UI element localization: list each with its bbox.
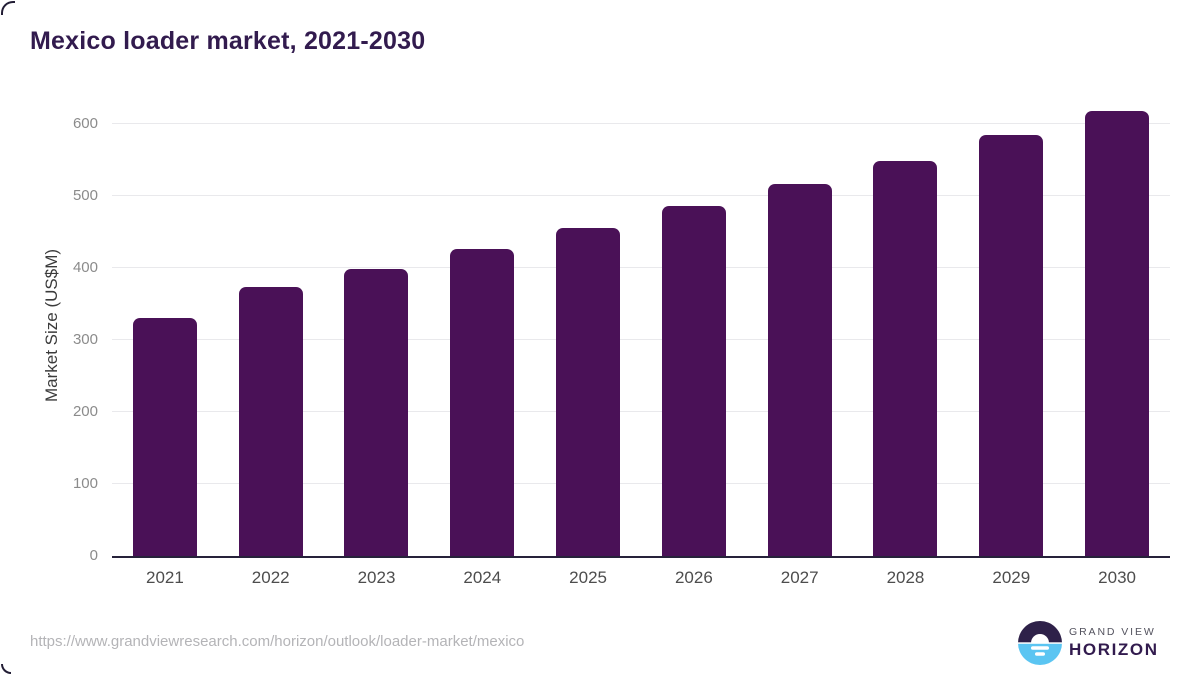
gridline-600 xyxy=(112,122,1170,124)
y-tick-label-500: 500 xyxy=(72,186,98,204)
x-tick-label-2022: 2022 xyxy=(251,568,290,587)
bar-2027[interactable] xyxy=(767,184,832,556)
x-tick-label-2025: 2025 xyxy=(569,568,607,587)
x-tick-label-2021: 2021 xyxy=(145,568,184,587)
bar-2023[interactable] xyxy=(344,268,409,556)
bar-slot-2023 xyxy=(324,94,430,556)
chart-title: Mexico loader market, 2021-2030 xyxy=(30,27,426,55)
x-tick-label-2029: 2029 xyxy=(992,568,1031,587)
y-tick-label-300: 300 xyxy=(72,330,98,348)
bar-2029[interactable] xyxy=(979,135,1044,556)
bar-2028[interactable] xyxy=(873,160,938,556)
bar-2030[interactable] xyxy=(1085,111,1150,556)
bar-slot-2027 xyxy=(747,94,853,556)
y-tick-label-200: 200 xyxy=(72,403,98,420)
bars-container xyxy=(112,94,1170,556)
bar-slot-2024 xyxy=(429,94,535,556)
frame-corner-bottom-left xyxy=(1,664,11,674)
x-tick-label-2030: 2030 xyxy=(1098,568,1136,587)
y-tick-label-0: 0 xyxy=(89,547,98,564)
x-tick-labels: 2021 2022 2023 2024 2025 2026 2027 2028 2029 2030 xyxy=(112,568,1170,588)
gridline-200 xyxy=(112,411,1170,412)
horizon-logo-icon xyxy=(1018,621,1062,665)
logo-text-horizon: HORIZON xyxy=(1069,640,1159,659)
brand-logo[interactable]: GRAND VIEW HORIZON xyxy=(1018,621,1159,665)
logo-text-grand-view: GRAND VIEW xyxy=(1069,626,1156,638)
bar-slot-2030 xyxy=(1064,94,1170,556)
x-axis-line xyxy=(112,556,1170,558)
bar-slot-2022 xyxy=(218,94,324,556)
plot-area: Market Size (US$M) 0 100 200 300 400 500 600 2… xyxy=(42,94,1170,587)
x-tick-label-2028: 2028 xyxy=(886,568,925,587)
x-tick-label-2023: 2023 xyxy=(357,568,396,587)
bar-2022[interactable] xyxy=(238,286,303,556)
x-tick-label-2024: 2024 xyxy=(463,568,502,587)
gridline-400 xyxy=(112,266,1170,268)
bar-2024[interactable] xyxy=(450,249,515,556)
x-tick-label-2026: 2026 xyxy=(674,568,713,587)
brand-logo-text: GRAND VIEW HORIZON xyxy=(1069,626,1159,660)
gridline-100 xyxy=(112,483,1170,484)
frame-corner-top-left xyxy=(1,1,15,15)
y-tick-label-100: 100 xyxy=(72,475,98,492)
y-tick-label-600: 600 xyxy=(72,114,98,132)
bar-2021[interactable] xyxy=(132,318,197,556)
y-tick-label-400: 400 xyxy=(72,258,98,276)
x-tick-label-2027: 2027 xyxy=(780,568,819,587)
bar-slot-2021 xyxy=(112,94,218,556)
gridline-500 xyxy=(112,194,1170,196)
bar-2025[interactable] xyxy=(556,227,621,556)
source-url: https://www.grandviewresearch.com/horizo… xyxy=(30,633,525,650)
bar-2026[interactable] xyxy=(661,206,726,556)
bar-slot-2026 xyxy=(641,94,747,556)
bar-slot-2025 xyxy=(535,94,641,556)
gridline-300 xyxy=(112,338,1170,340)
bar-slot-2029 xyxy=(958,94,1064,556)
bar-slot-2028 xyxy=(853,94,959,556)
